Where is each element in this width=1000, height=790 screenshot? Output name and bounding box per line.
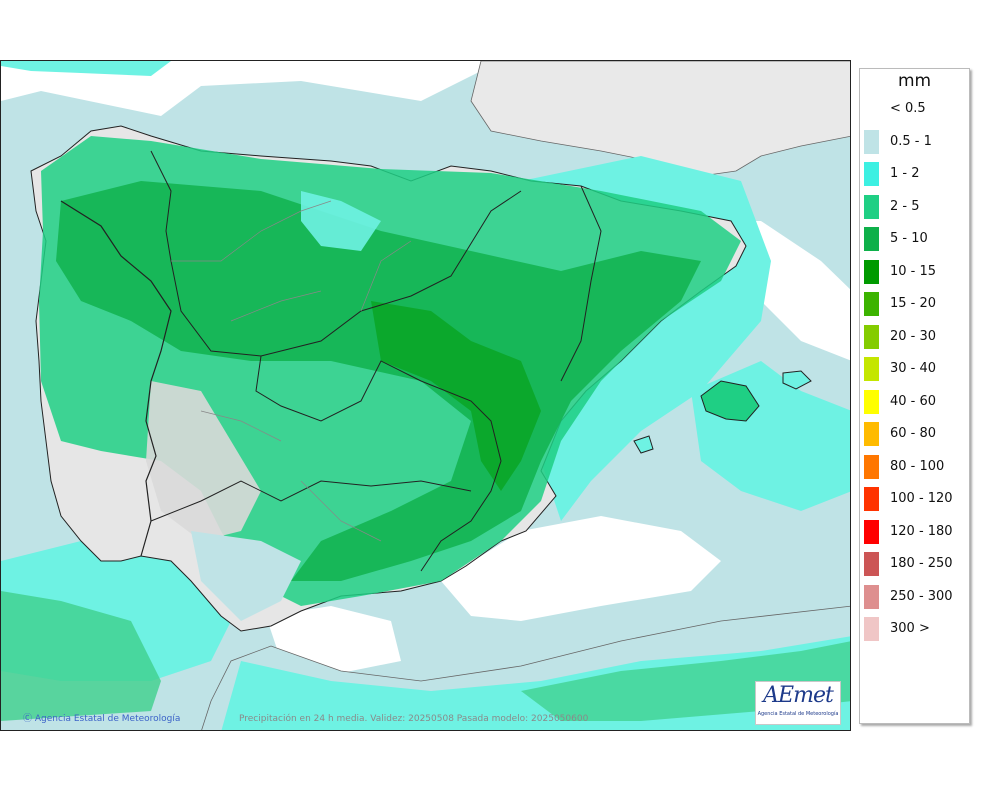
mallorca (700, 380, 760, 422)
legend-label: 120 - 180 (890, 523, 953, 539)
legend-label: 60 - 80 (890, 426, 937, 441)
legend-item: 300 > (864, 617, 964, 641)
legend-swatch (864, 194, 879, 219)
footer-credit-text: Agencia Estatal de Meteorología (34, 714, 181, 724)
legend-label: 80 - 100 (890, 458, 945, 474)
rain-band-north (1, 61, 171, 76)
legend-label: 250 - 300 (890, 588, 953, 604)
legend-swatch (864, 357, 879, 381)
logo-word: AEmet (763, 683, 834, 708)
legend-label: 0.5 - 1 (890, 133, 932, 149)
legend-item: 0.5 - 1 (864, 129, 964, 154)
dry-zone-extremadura (146, 381, 261, 541)
legend-unit: mm (897, 71, 932, 91)
legend-swatch (864, 454, 879, 479)
rain-band-atlantic-core (1, 591, 161, 721)
legend-label: 40 - 60 (890, 393, 937, 409)
legend-item: 15 - 20 (864, 292, 964, 316)
legend-item: 120 - 180 (864, 519, 964, 544)
legend-label: 1 - 2 (890, 166, 920, 181)
legend-item: 180 - 250 (864, 552, 964, 576)
logo-subtitle: Agencia Estatal de Meteorología (757, 711, 839, 717)
legend-swatch (864, 97, 879, 121)
legend-swatch (864, 389, 879, 414)
legend-item: 30 - 40 (864, 357, 964, 381)
legend-item: < 0.5 (864, 97, 964, 121)
legend-swatch (864, 162, 879, 186)
legend-label: 10 - 15 (890, 263, 937, 279)
light-zone-burgos (301, 191, 381, 251)
legend-item: 80 - 100 (864, 454, 964, 479)
legend-item: 100 - 120 (864, 487, 964, 511)
precipitation-map: Ⓒ Agencia Estatal de Meteorología Precip… (0, 60, 851, 731)
legend-item: 40 - 60 (864, 389, 964, 414)
legend-item: 10 - 15 (864, 259, 964, 284)
rain-field-very-heavy (371, 301, 541, 491)
legend-item: 1 - 2 (864, 162, 964, 186)
legend-swatch (864, 259, 879, 284)
legend-label: 15 - 20 (890, 296, 937, 311)
legend-item: 20 - 30 (864, 324, 964, 349)
copyright-icon: Ⓒ (23, 714, 33, 724)
region-border-east (560, 185, 602, 382)
legend-label: 2 - 5 (890, 198, 920, 214)
province-borders (171, 200, 412, 542)
legend-item: 60 - 80 (864, 422, 964, 446)
legend-swatch (864, 227, 879, 251)
legend-item: 2 - 5 (864, 194, 964, 219)
footer-credit: Ⓒ Agencia Estatal de Meteorología (23, 711, 180, 724)
menorca (782, 370, 812, 390)
legend-label: 100 - 120 (890, 491, 953, 506)
legend-swatch (864, 324, 879, 349)
legend-item: 5 - 10 (864, 227, 964, 251)
portugal-border (60, 200, 172, 557)
legend-swatch (864, 422, 879, 446)
legend-label: 300 > (890, 621, 930, 636)
legend-swatch (864, 584, 879, 609)
legend-label: 5 - 10 (890, 231, 928, 246)
light-zone-andalusia (191, 531, 301, 621)
rain-field-heavy (56, 181, 701, 581)
legend-item: 250 - 300 (864, 584, 964, 609)
legend-label: 20 - 30 (890, 328, 937, 344)
legend-swatch (864, 129, 879, 154)
legend-swatch (864, 519, 879, 544)
legend-label: < 0.5 (890, 101, 926, 116)
legend-swatch (864, 617, 879, 641)
region-border-center (255, 355, 502, 572)
ibiza (633, 435, 654, 454)
region-border-south (150, 480, 472, 522)
aemet-logo: AEmet Agencia Estatal de Meteorología (755, 681, 841, 725)
legend-swatch (864, 552, 879, 576)
legend-swatch (864, 292, 879, 316)
legend-swatch (864, 487, 879, 511)
dry-zone-alboran-east (441, 516, 721, 621)
map-canvas (1, 61, 850, 730)
legend: mm < 0.5 0.5 - 1 1 - 2 2 - 5 5 - 10 10 - 15 15… (859, 68, 970, 724)
footer-description: Precipitación en 24 h media. Validez: 20… (239, 714, 589, 724)
legend-label: 30 - 40 (890, 361, 937, 376)
legend-label: 180 - 250 (890, 556, 953, 571)
